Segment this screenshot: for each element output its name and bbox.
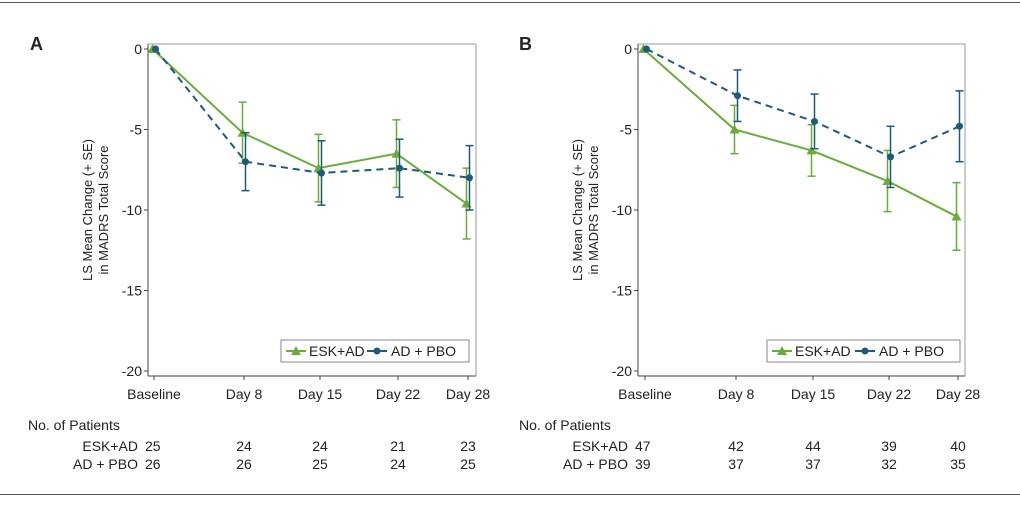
patients-count: 24	[312, 438, 328, 454]
x-tick-label: Day 8	[226, 386, 263, 402]
x-tick-label: Day 22	[376, 386, 421, 402]
legend-label-pbo: AD + PBO	[879, 343, 944, 359]
data-point-pbo	[956, 122, 963, 130]
data-point-pbo	[396, 164, 403, 172]
top-rule	[0, 2, 1020, 3]
x-tick-label: Day 15	[298, 386, 343, 402]
panel-letter: B	[519, 34, 532, 54]
data-point-pbo	[734, 92, 741, 100]
y-tick-label: -20	[612, 363, 632, 379]
legend-label-pbo: AD + PBO	[391, 343, 456, 359]
patients-count: 37	[728, 456, 744, 472]
panel-a: A 0 -5 -10 -15 -20 Baseline Day 8 Day 15 Day 22 Da…	[28, 34, 490, 472]
bottom-rule	[0, 494, 1020, 495]
x-tick-label: Day 28	[936, 386, 981, 402]
data-point-pbo	[643, 45, 650, 53]
x-tick-label: Day 28	[446, 386, 491, 402]
patients-count: 25	[460, 456, 476, 472]
patients-count: 44	[805, 438, 821, 454]
panel-b: B 0 -5 -10 -15 -20 Baseline Day 8 Day 15 Day 22 Da…	[519, 34, 980, 472]
legend-marker-esk	[777, 346, 787, 355]
series-line-esk	[151, 48, 468, 205]
legend-marker-pbo	[373, 347, 381, 355]
series-line-pbo	[154, 48, 470, 179]
patients-count: 40	[950, 438, 966, 454]
y-axis-label-line1: LS Mean Change (+ SE)	[80, 139, 95, 281]
y-tick-label: -10	[612, 202, 632, 218]
x-tick-label: Baseline	[618, 386, 672, 402]
patients-count: 26	[236, 456, 252, 472]
y-axis-label-line2: in MADRS Total Score	[586, 145, 601, 274]
series-line-pbo	[646, 48, 960, 158]
data-point-pbo	[318, 169, 325, 177]
y-tick-label: 0	[134, 41, 142, 57]
data-point-pbo	[466, 174, 473, 182]
patients-header: No. of Patients	[519, 417, 611, 433]
patients-count: 21	[390, 438, 406, 454]
legend-marker-esk	[291, 346, 301, 355]
legend-label-esk: ESK+AD	[309, 343, 365, 359]
y-tick-label: -15	[612, 283, 632, 299]
patients-header: No. of Patients	[28, 417, 120, 433]
y-tick-label: -5	[620, 122, 633, 138]
data-point-esk	[729, 124, 740, 134]
y-tick-label: -5	[130, 122, 143, 138]
patients-count: 35	[950, 456, 966, 472]
patients-count: 26	[145, 456, 161, 472]
data-point-esk	[806, 145, 817, 155]
x-tick-label: Day 15	[791, 386, 836, 402]
panel-letter: A	[30, 34, 43, 54]
patients-count: 24	[390, 456, 406, 472]
data-point-esk	[951, 211, 962, 221]
patients-count: 39	[635, 456, 651, 472]
data-point-pbo	[152, 45, 159, 53]
series-line-esk	[642, 48, 957, 218]
legend-label-esk: ESK+AD	[795, 343, 851, 359]
x-tick-label: Baseline	[127, 386, 181, 402]
data-point-pbo	[242, 158, 249, 166]
y-tick-label: 0	[624, 41, 632, 57]
patients-row-label: ESK+AD	[82, 438, 138, 454]
patients-count: 47	[635, 438, 651, 454]
x-tick-label: Day 8	[718, 386, 755, 402]
data-point-pbo	[887, 153, 894, 161]
x-tick-label: Day 22	[867, 386, 912, 402]
patients-count: 24	[236, 438, 252, 454]
patients-count: 25	[145, 438, 161, 454]
patients-count: 23	[460, 438, 476, 454]
y-axis-label-line1: LS Mean Change (+ SE)	[570, 139, 585, 281]
y-tick-label: -20	[122, 363, 142, 379]
y-tick-label: -15	[122, 283, 142, 299]
patients-count: 42	[728, 438, 744, 454]
patients-row-label: AD + PBO	[73, 456, 138, 472]
patients-count: 25	[312, 456, 328, 472]
legend-marker-pbo	[861, 347, 869, 355]
patients-count: 37	[805, 456, 821, 472]
y-tick-label: -10	[122, 202, 142, 218]
y-axis-label-line2: in MADRS Total Score	[96, 145, 111, 274]
data-point-pbo	[811, 117, 818, 125]
patients-count: 39	[881, 438, 897, 454]
patients-row-label: AD + PBO	[563, 456, 628, 472]
patients-count: 32	[881, 456, 897, 472]
patients-row-label: ESK+AD	[572, 438, 628, 454]
